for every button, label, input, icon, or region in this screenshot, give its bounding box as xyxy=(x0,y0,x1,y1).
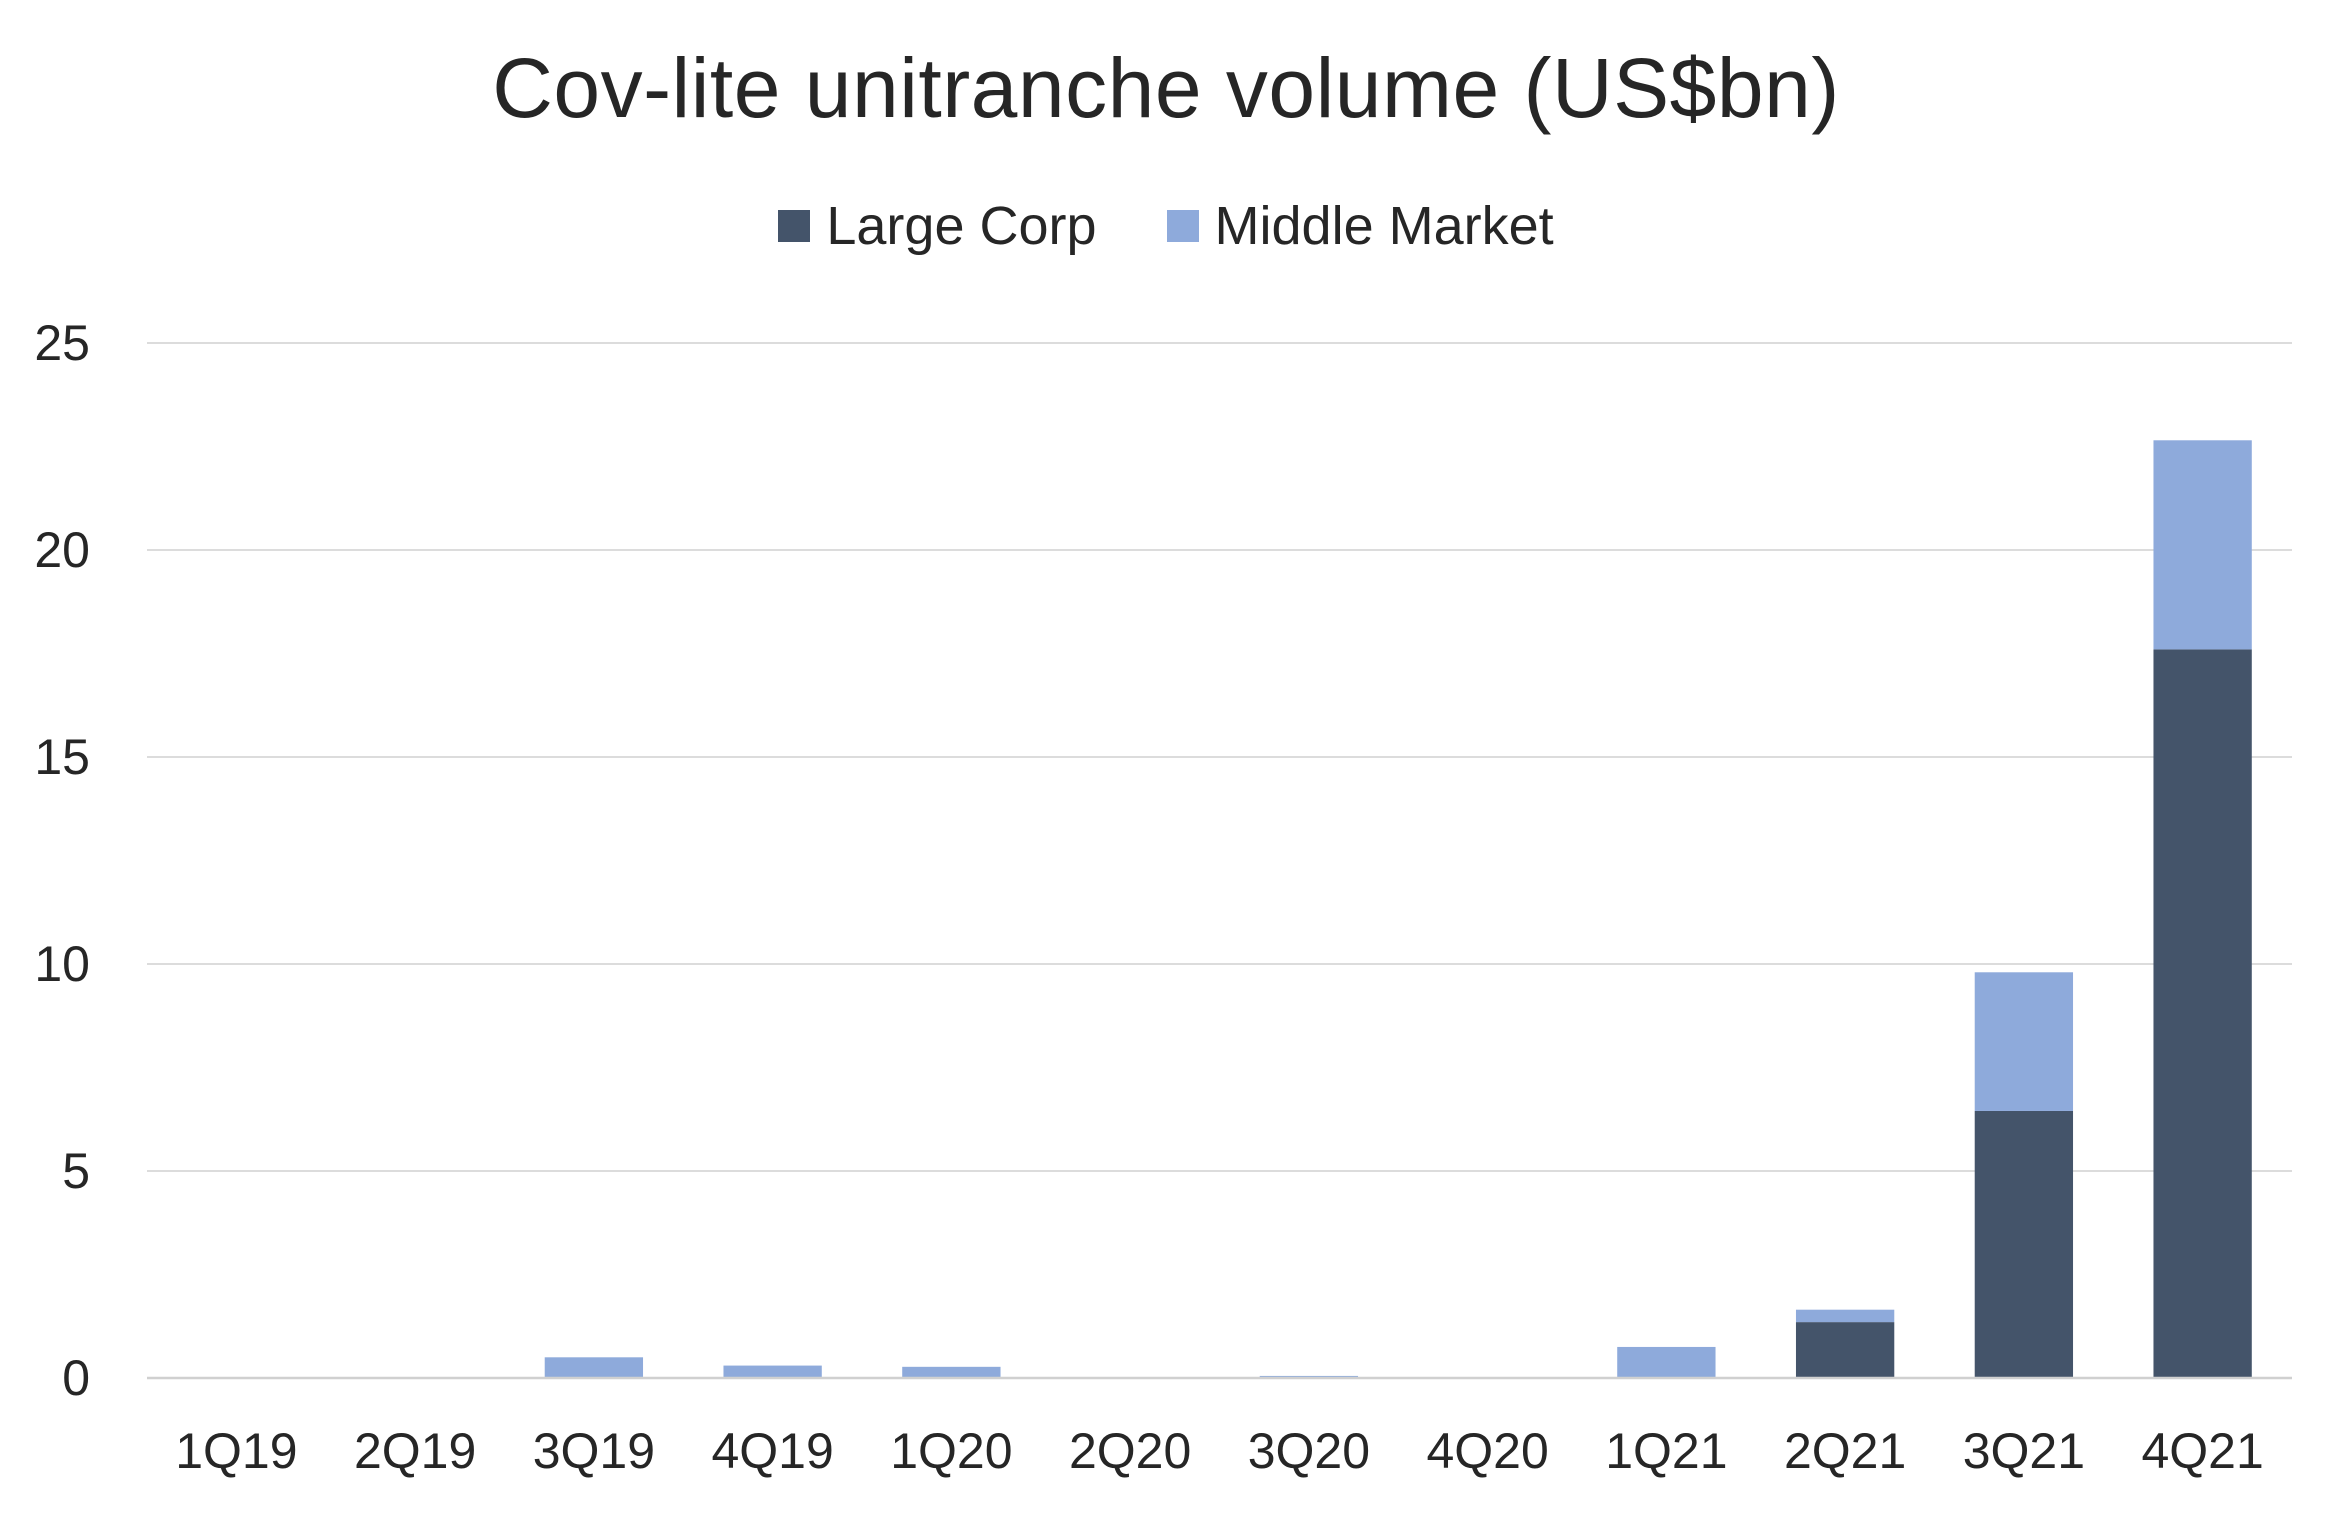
bar-middle-market-1q20 xyxy=(902,1366,1001,1378)
legend-swatch xyxy=(778,210,811,242)
legend-label: Middle Market xyxy=(1214,196,1554,256)
x-tick-label: 1Q20 xyxy=(890,1423,1012,1479)
y-tick-label: 15 xyxy=(34,729,90,785)
chart-title: Cov-lite unitranche volume (US$bn) xyxy=(492,41,1840,135)
legend-swatch xyxy=(1166,210,1199,242)
y-tick-label: 20 xyxy=(34,522,90,578)
x-tick-label: 3Q20 xyxy=(1248,1423,1370,1479)
bar-middle-market-4q21 xyxy=(2153,440,2252,650)
bar-large-corp-3q21 xyxy=(1974,1110,2074,1378)
bar-large-corp-2q21 xyxy=(1795,1322,1895,1378)
bar-large-corp-4q21 xyxy=(2153,649,2252,1378)
x-tick-labels: 1Q19 2Q19 3Q19 4Q19 1Q20 2Q20 3Q20 4Q20 1Q21 2Q21… xyxy=(175,1423,2264,1479)
x-tick-label: 3Q21 xyxy=(1963,1423,2085,1479)
legend-item: Middle Market xyxy=(1166,195,1554,257)
bar-middle-market-3q21 xyxy=(1974,972,2074,1111)
bars xyxy=(544,440,2252,1378)
y-tick-label: 10 xyxy=(34,936,90,992)
x-tick-label: 1Q19 xyxy=(175,1423,297,1479)
y-tick-label: 5 xyxy=(62,1143,90,1199)
bar-middle-market-2q21 xyxy=(1795,1309,1895,1323)
chart-legend: Large Corp Middle Market xyxy=(0,195,2332,257)
x-tick-label: 4Q20 xyxy=(1426,1423,1548,1479)
bar-middle-market-1q21 xyxy=(1617,1346,1716,1378)
bar-middle-market-4q19 xyxy=(723,1365,822,1378)
x-tick-label: 2Q21 xyxy=(1784,1423,1906,1479)
bar-middle-market-3q19 xyxy=(544,1357,644,1378)
legend-label: Large Corp xyxy=(826,196,1097,256)
x-tick-label: 2Q19 xyxy=(354,1423,476,1479)
x-tick-label: 4Q21 xyxy=(2141,1423,2263,1479)
x-tick-label: 3Q19 xyxy=(533,1423,655,1479)
x-tick-label: 1Q21 xyxy=(1605,1423,1727,1479)
gridlines xyxy=(147,342,2292,1172)
y-tick-label: 0 xyxy=(62,1350,90,1406)
x-tick-label: 2Q20 xyxy=(1069,1423,1191,1479)
legend-item: Large Corp xyxy=(778,195,1097,257)
y-tick-label: 25 xyxy=(34,315,90,371)
y-tick-labels: 0 5 10 15 20 25 xyxy=(34,315,90,1406)
x-tick-label: 4Q19 xyxy=(711,1423,833,1479)
